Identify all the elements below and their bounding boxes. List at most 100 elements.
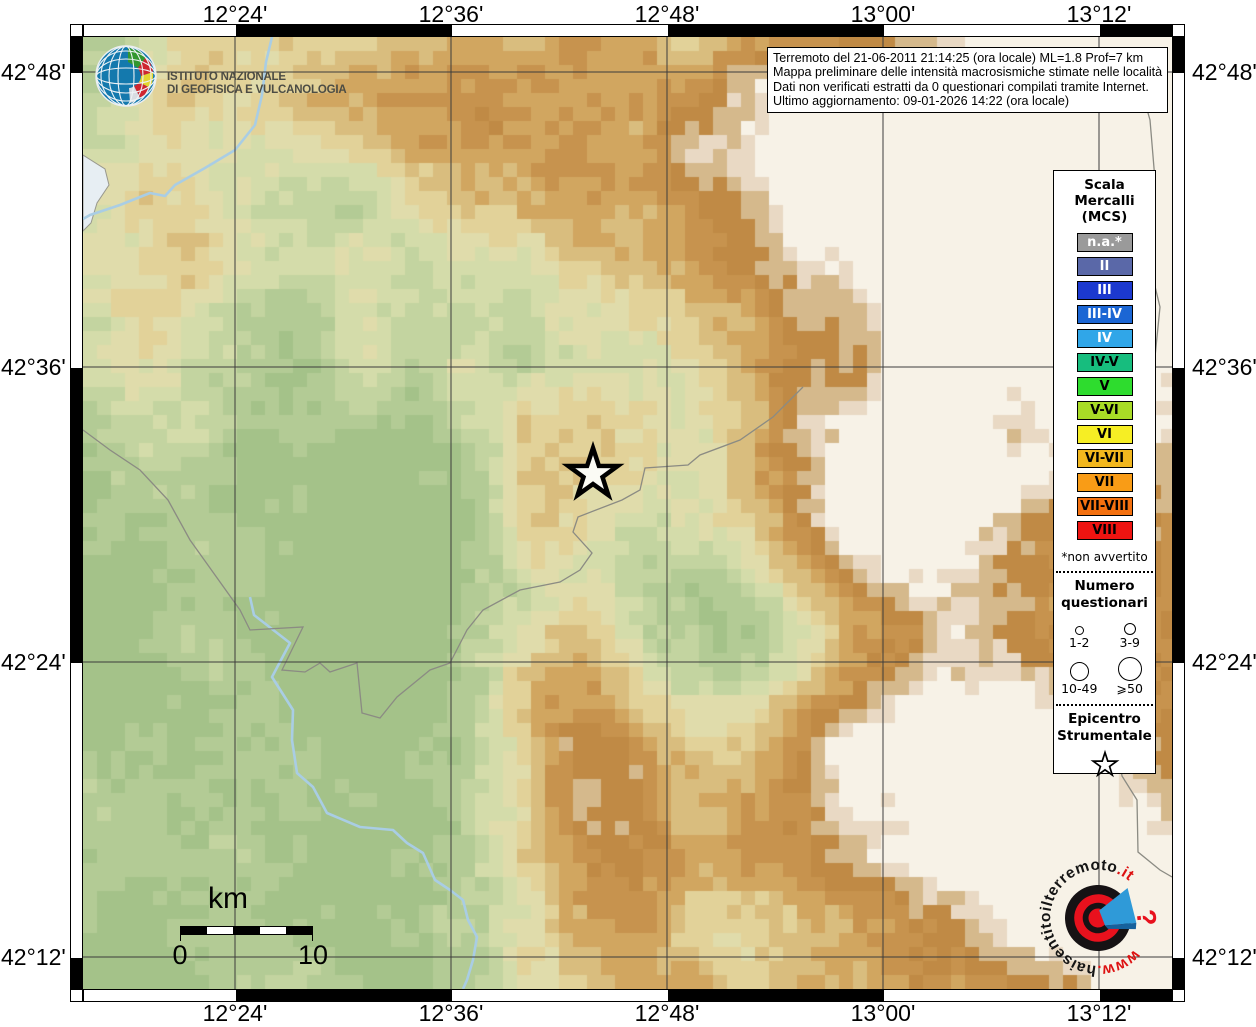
info-line-4: Ultimo aggiornamento: 09-01-2026 14:22 (… xyxy=(773,94,1070,109)
qcircle-cell xyxy=(1054,651,1105,681)
mercalli-box-VI-VII: VI-VII xyxy=(1076,449,1133,468)
axis-label-left-0: 42°48' xyxy=(1,59,66,85)
scale-bar-segment xyxy=(259,927,286,934)
scale-bar-label-start: 0 xyxy=(172,940,188,970)
legend-divider-2 xyxy=(1056,704,1153,706)
mercalli-box-VII-VIII: VII-VIII xyxy=(1076,497,1133,516)
info-line-1: Terremoto del 21-06-2011 21:14:25 (ora l… xyxy=(773,51,1144,65)
frame-segment xyxy=(84,25,236,36)
legend-title: Scala Mercalli (MCS) xyxy=(1054,177,1155,225)
questionnaires-title: Numero questionari xyxy=(1054,578,1155,612)
frame-segment xyxy=(236,990,452,1001)
info-line-3: Dati non verificati estratti da 0 questi… xyxy=(773,79,1149,94)
frame-bottom xyxy=(83,989,1173,1002)
megaphone-icon xyxy=(1099,887,1137,926)
frame-corner-1 xyxy=(1172,24,1185,37)
frame-segment xyxy=(1173,958,1184,990)
mercalli-row-2: III xyxy=(1054,279,1155,303)
scale-bar-segment xyxy=(181,927,208,934)
axis-label-bottom-2: 12°48' xyxy=(634,1000,700,1026)
frame-segment xyxy=(71,38,82,73)
axis-label-bottom-3: 13°00' xyxy=(850,1000,916,1026)
axis-label-right-2: 42°24' xyxy=(1192,649,1256,675)
mercalli-row-9: VI-VII xyxy=(1054,447,1155,471)
frame-corner-2 xyxy=(70,989,83,1002)
legend-divider-1 xyxy=(1056,571,1153,573)
circle-size-icon xyxy=(1117,657,1142,681)
frame-top xyxy=(83,24,1173,37)
qcircle-cell xyxy=(1105,617,1156,635)
frame-segment xyxy=(668,25,884,36)
frame-corner-3 xyxy=(1172,989,1185,1002)
frame-segment xyxy=(452,25,668,36)
mercalli-row-6: V xyxy=(1054,375,1155,399)
mercalli-box-V: V xyxy=(1076,377,1133,396)
scale-bar-segment xyxy=(207,927,234,934)
axis-label-left-1: 42°36' xyxy=(1,354,66,380)
mercalli-box-III: III xyxy=(1076,281,1133,300)
haisentito-logo: www.haisentitoilterremoto.it ? xyxy=(1031,850,1162,989)
frame-left xyxy=(70,37,83,990)
frame-right xyxy=(1172,37,1185,990)
mercalli-row-10: VII xyxy=(1054,471,1155,495)
legend-panel: Scala Mercalli (MCS) n.a.* II III III-IV IV I… xyxy=(1053,170,1156,778)
mercalli-row-4: IV xyxy=(1054,327,1155,351)
axis-label-left-2: 42°24' xyxy=(1,649,66,675)
ingv-wordmark-line1: ISTITUTO NAZIONALE xyxy=(167,71,286,83)
ingv-wordmark-line2: DI GEOFISICA E VULCANOLOGIA xyxy=(167,84,347,96)
megaphone-shadow xyxy=(1105,922,1137,930)
frame-segment xyxy=(452,990,668,1001)
epicenter-star-marker xyxy=(561,440,625,501)
axis-label-bottom-1: 12°36' xyxy=(418,1000,484,1026)
mercalli-box-II: II xyxy=(1076,257,1133,276)
lake xyxy=(83,154,110,232)
axis-label-top-3: 13°00' xyxy=(850,1,916,27)
mercalli-box-III-IV: III-IV xyxy=(1076,305,1133,324)
circle-size-icon xyxy=(1123,623,1136,635)
mercalli-row-8: VI xyxy=(1054,423,1155,447)
legend-title-line3: (MCS) xyxy=(1081,209,1128,225)
mercalli-box-VIII: VIII xyxy=(1076,521,1133,540)
axis-label-bottom-0: 12°24' xyxy=(202,1000,268,1026)
mercalli-box-IV: IV xyxy=(1076,329,1133,348)
mercalli-box-VI: VI xyxy=(1076,425,1133,444)
axis-label-top-2: 12°48' xyxy=(634,1,700,27)
frame-segment xyxy=(71,663,82,958)
frame-segment xyxy=(71,73,82,368)
frame-segment xyxy=(1100,990,1173,1001)
frame-segment xyxy=(1100,25,1173,36)
mercalli-row-0: n.a.* xyxy=(1054,231,1155,255)
legend-footnote: *non avvertito xyxy=(1061,550,1148,564)
mercalli-box-V-VI: V-VI xyxy=(1076,401,1133,420)
scale-bar-segment xyxy=(233,927,260,934)
questionnaires-title-line2: questionari xyxy=(1061,595,1148,611)
scale-bar-tick-start xyxy=(180,935,181,941)
circle-size-icon xyxy=(1074,626,1084,635)
scale-bar-tick-end xyxy=(312,935,313,941)
epicenter-key-line1: Epicentro xyxy=(1068,711,1141,727)
mercalli-row-5: IV-V xyxy=(1054,351,1155,375)
qcircle-label: ⩾50 xyxy=(1116,681,1143,696)
mercalli-box-IV-V: IV-V xyxy=(1076,353,1133,372)
mercalli-scale-list: n.a.* II III III-IV IV IV-V V V-VI VI VI-VII VII VI… xyxy=(1054,231,1155,543)
questionnaires-title-line1: Numero xyxy=(1074,578,1135,594)
river-south xyxy=(248,596,479,989)
mercalli-row-11: VII-VIII xyxy=(1054,495,1155,519)
frame-corner-0 xyxy=(70,24,83,37)
axis-label-top-0: 12°24' xyxy=(202,1,268,27)
star-icon xyxy=(1090,749,1119,778)
mercalli-row-7: V-VI xyxy=(1054,399,1155,423)
map-overlay xyxy=(83,37,1172,989)
frame-segment xyxy=(1173,368,1184,663)
qcircle-label: 10-49 xyxy=(1061,681,1098,696)
mercalli-row-12: VIII xyxy=(1054,519,1155,543)
map-area: Terremoto del 21-06-2011 21:14:25 (ora l… xyxy=(83,37,1172,989)
admin-boundary-west xyxy=(83,386,804,719)
axis-label-right-1: 42°36' xyxy=(1192,354,1256,380)
axis-label-right-0: 42°48' xyxy=(1192,59,1256,85)
frame-segment xyxy=(84,990,236,1001)
scale-bar-unit: km xyxy=(208,882,248,915)
frame-segment xyxy=(1173,73,1184,368)
ingv-globe-icon xyxy=(95,45,157,107)
frame-segment xyxy=(236,25,452,36)
